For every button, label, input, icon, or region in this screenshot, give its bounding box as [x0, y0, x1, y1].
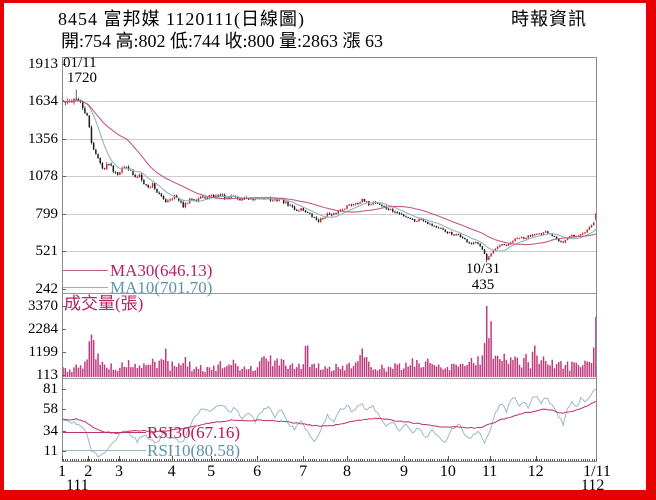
rsi10-legend: RSI10(80.58) — [147, 441, 241, 460]
year-axis-label: 112 — [580, 477, 605, 494]
annotation-high-date: 01/11 — [63, 55, 97, 71]
rsi30-legend: RSI30(67.16) — [147, 423, 241, 442]
price-axis-label: 521 — [35, 242, 59, 259]
price-axis-label: 1913 — [28, 55, 58, 72]
month-axis-label: 2 — [84, 463, 93, 480]
ma10-line-sample — [63, 287, 108, 288]
month-axis-label: 8 — [343, 463, 352, 480]
volume-axis-label: 113 — [36, 366, 58, 383]
month-axis-label: 10 — [439, 463, 456, 480]
rsi-axis-label: 34 — [43, 422, 58, 439]
month-axis-label: 1 — [58, 463, 66, 480]
window-border-left — [0, 0, 4, 500]
volume-panel-label: 成交量(張) — [64, 294, 144, 313]
price-axis-label: 799 — [35, 205, 59, 222]
month-axis-label: 4 — [167, 463, 176, 480]
window-border-top — [0, 0, 656, 3]
annotation-low-value: 435 — [471, 277, 495, 293]
price-volume-rsi-chart — [62, 57, 597, 462]
month-axis-label: 6 — [253, 463, 262, 480]
month-axis-label: 3 — [115, 463, 123, 480]
data-source-label: 時報資訊 — [511, 9, 587, 29]
annotation-low-date: 10/31 — [465, 261, 501, 277]
month-axis-label: 12 — [527, 463, 544, 480]
rsi30-line-sample — [63, 432, 146, 433]
ma10-legend: MA10(701.70) — [110, 278, 213, 297]
month-axis-label: 11 — [481, 463, 498, 480]
price-axis-label: 1634 — [28, 93, 58, 110]
volume-axis-label: 3370 — [28, 297, 58, 314]
ma30-line-sample — [63, 270, 108, 271]
month-axis-label: 1/11 — [583, 463, 611, 480]
stock-title: 8454 富邦媒 1120111(日線圖) — [58, 9, 305, 29]
annotation-high-value: 1720 — [67, 70, 97, 86]
rsi-axis-label: 58 — [43, 401, 58, 418]
volume-axis-label: 1199 — [28, 343, 58, 360]
month-axis-label: 7 — [299, 463, 308, 480]
rsi10-line-sample — [63, 450, 146, 451]
volume-axis-label: 2284 — [28, 320, 58, 337]
ma30-legend: MA30(646.13) — [110, 261, 213, 280]
price-axis-label: 1078 — [28, 167, 58, 184]
window-border-right — [646, 0, 656, 500]
rsi-axis-label: 11 — [43, 442, 58, 459]
month-axis-label: 9 — [400, 463, 409, 480]
price-axis-label: 242 — [35, 280, 59, 297]
month-axis-label: 5 — [207, 463, 216, 480]
rsi-axis-label: 81 — [43, 381, 58, 397]
price-axis-label: 1356 — [28, 130, 58, 147]
ohlc-stats: 開:754 高:802 低:744 收:800 量:2863 漲 63 — [61, 31, 384, 51]
window-border-bottom — [0, 490, 656, 500]
year-axis-label: 111 — [65, 477, 89, 494]
